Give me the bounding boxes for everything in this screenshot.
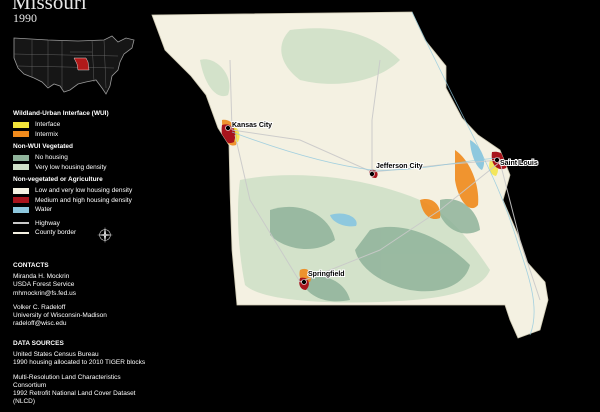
map-year: 1990: [13, 11, 37, 25]
interface-swatch: [13, 121, 29, 128]
legend-item: Intermix: [13, 130, 153, 140]
legend-item: Low and very low housing density: [13, 186, 153, 196]
contact-entry: Volker C. Radeloff University of Wiscons…: [13, 304, 148, 329]
legend-item-label: Interface: [35, 121, 61, 129]
missouri-wui-map: Kansas City Jefferson City Saint Louis S…: [151, 11, 549, 339]
source-entry: Multi-Resolution Land Characteristics Co…: [13, 374, 148, 407]
source-line: 1990 housing allocated to 2010 TIGER blo…: [13, 359, 146, 367]
highway-line-swatch: [13, 222, 29, 225]
legend-heading-wui: Wildland-Urban Interface (WUI): [13, 110, 109, 117]
source-line: Multi-Resolution Land Characteristics Co…: [13, 373, 121, 389]
legend-item: Interface: [13, 120, 153, 130]
legend-item-label: Intermix: [35, 130, 59, 138]
contact-entry: Miranda H. Mockrin USDA Forest Service m…: [13, 273, 148, 298]
city-markers: Kansas City Jefferson City Saint Louis S…: [225, 121, 539, 285]
land-cover-layer: [200, 28, 508, 303]
contacts: CONTACTS Miranda H. Mockrin USDA Forest …: [13, 262, 148, 334]
data-sources: DATA SOURCES United States Census Bureau…: [13, 340, 148, 412]
us-outline: [13, 35, 135, 95]
legend-heading-nonveg: Non-vegetated or Agriculture: [13, 176, 103, 183]
data-sources-heading: DATA SOURCES: [13, 340, 64, 347]
contact-email: radeloff@wisc.edu: [13, 320, 67, 328]
very-low-density-swatch: [13, 164, 29, 171]
kansas-city-label: Kansas City: [232, 122, 272, 129]
springfield-label: Springfield: [308, 271, 345, 278]
legend-item-label: Highway: [35, 219, 60, 227]
source-line: United States Census Bureau: [13, 351, 99, 359]
legend-item-label: Low and very low housing density: [35, 187, 133, 195]
kansas-city-marker: [225, 125, 231, 131]
legend-item-label: Medium and high housing density: [35, 196, 132, 204]
missouri-highlight: [73, 57, 90, 71]
source-line: 1992 Retrofit National Land Cover Datase…: [13, 390, 136, 406]
low-density-swatch: [13, 187, 29, 194]
legend-item-label: Water: [35, 206, 53, 214]
us-locator-map: [13, 35, 135, 95]
legend-item: Medium and high housing density: [13, 196, 153, 206]
water-swatch: [13, 206, 29, 213]
county-border-line-swatch: [13, 231, 29, 234]
water-bodies: [330, 140, 485, 227]
legend-item: Water: [13, 205, 153, 215]
saint-louis-marker: [494, 157, 500, 163]
source-entry: United States Census Bureau 1990 housing…: [13, 351, 148, 367]
contact-name: Volker C. Radeloff: [13, 303, 66, 311]
us-state-lines: [13, 39, 119, 90]
high-density-swatch: [13, 197, 29, 204]
rivers: [231, 11, 535, 336]
contacts-heading: CONTACTS: [13, 262, 49, 269]
no-housing-swatch: [13, 154, 29, 161]
legend-item: Very low housing density: [13, 163, 153, 173]
legend-item-label: Very low housing density: [35, 163, 107, 171]
legend-item-label: No housing: [35, 154, 68, 162]
map-title: Missouri: [12, 0, 87, 14]
compass-rose-icon: [96, 226, 114, 244]
legend-heading-nonwui: Non-WUI Vegetated: [13, 143, 73, 150]
legend-item: No housing: [13, 153, 153, 163]
contact-email: mhmockrin@fs.fed.us: [13, 289, 76, 297]
contact-org: USDA Forest Service: [13, 281, 75, 289]
legend: Wildland-Urban Interface (WUI) Interface…: [13, 110, 153, 238]
legend-item: County border: [13, 228, 153, 238]
saint-louis-label: Saint Louis: [500, 160, 538, 167]
legend-item: Highway: [13, 219, 153, 229]
jefferson-city-marker: [369, 171, 375, 177]
intermix-swatch: [13, 131, 29, 138]
contact-org: University of Wisconsin-Madison: [13, 312, 107, 320]
no-housing-forest: [270, 199, 480, 302]
contact-name: Miranda H. Mockrin: [13, 273, 70, 281]
legend-item-label: County border: [35, 229, 77, 237]
sidebar: Missouri 1990 Wildland-Urban Interface (…: [0, 0, 148, 405]
springfield-marker: [301, 279, 307, 285]
jefferson-city-label: Jefferson City: [376, 163, 423, 170]
